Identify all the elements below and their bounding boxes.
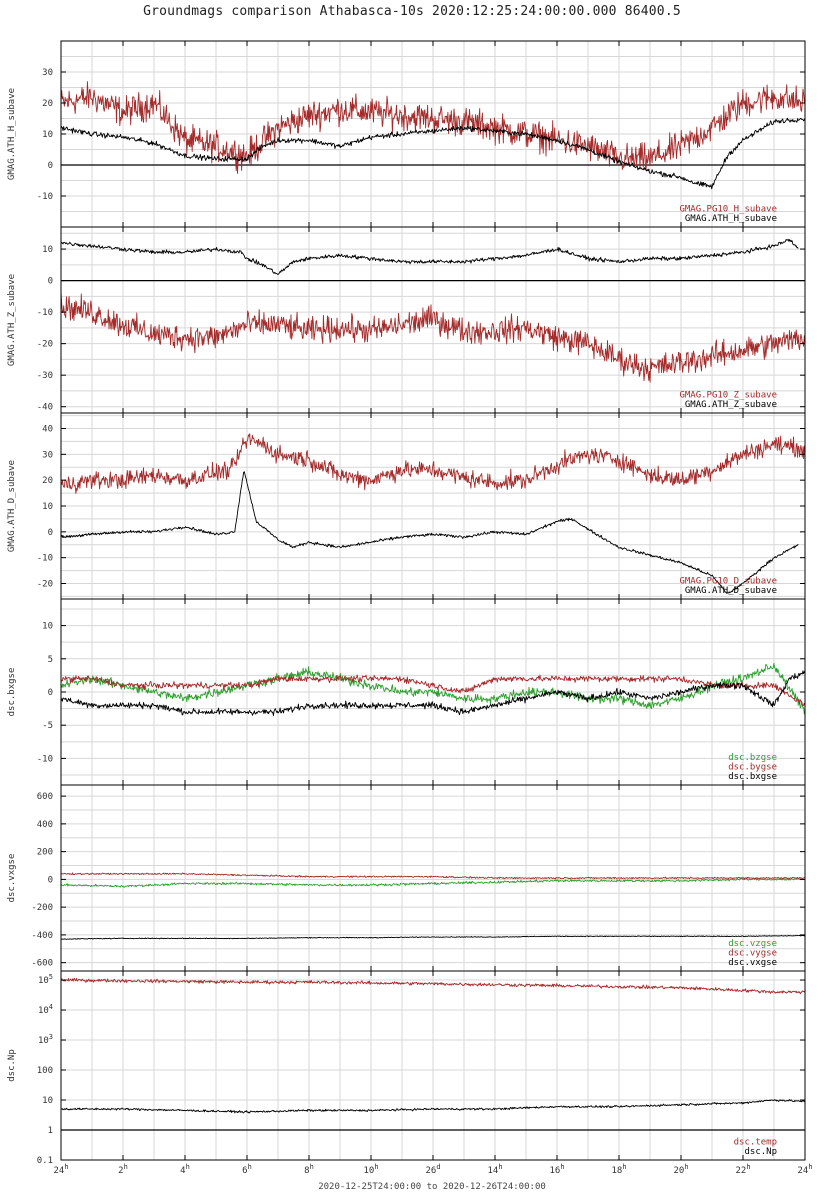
series-gmag-ath-z-subave bbox=[60, 238, 799, 275]
series-dsc-vzgse bbox=[60, 877, 806, 888]
y-tick-label: 20 bbox=[42, 476, 53, 486]
x-tick-label: 26d bbox=[425, 1163, 440, 1176]
x-tick-label: 24h bbox=[797, 1163, 812, 1176]
x-tick-label: 4h bbox=[180, 1163, 190, 1176]
y-tick-label: 100 bbox=[37, 1066, 53, 1076]
legend-entry: GMAG.PG10_H_subave bbox=[679, 205, 777, 215]
y-tick-label: -600 bbox=[31, 959, 53, 969]
y-axis-label: GMAG.ATH_D_subave bbox=[7, 460, 17, 552]
y-tick-label: 0 bbox=[48, 688, 53, 698]
panel-5: 600 400 200 0 -200 -400 -600 dsc.vxgse dsc.vzgse… bbox=[7, 784, 806, 972]
y-tick-label: 30 bbox=[42, 68, 53, 78]
y-tick-label: -10 bbox=[37, 754, 53, 764]
x-tick-label: 14h bbox=[487, 1163, 502, 1176]
series-gmag-pg10-h-subave bbox=[60, 81, 806, 174]
y-tick-label: 0 bbox=[48, 875, 53, 885]
y-tick-label: 10 bbox=[42, 502, 53, 512]
panel-2: 100-10-20-30-40GMAG.ATH_Z_subaveGMAG.PG1… bbox=[7, 226, 806, 414]
legend-entry: GMAG.ATH_Z_subave bbox=[685, 400, 777, 410]
y-axis-label: GMAG.ATH_H_subave bbox=[7, 88, 17, 180]
y-tick-label: -20 bbox=[37, 340, 53, 350]
legend-entry: dsc.bzgse bbox=[728, 753, 777, 763]
legend-entry: GMAG.PG10_Z_subave bbox=[679, 391, 777, 401]
y-tick-label: -30 bbox=[37, 371, 53, 381]
y-tick-label: 0 bbox=[48, 161, 53, 171]
legend-entry: GMAG.ATH_D_subave bbox=[685, 586, 777, 596]
x-tick-label: 10h bbox=[363, 1163, 378, 1176]
x-tick-label: 6h bbox=[242, 1163, 252, 1176]
legend-entry: dsc.Np bbox=[744, 1147, 777, 1157]
series-dsc-bxgse bbox=[60, 670, 806, 716]
series-dsc-bzgse bbox=[60, 662, 806, 715]
y-tick-label: 5 bbox=[48, 655, 53, 665]
series-dsc-vxgse bbox=[61, 934, 806, 940]
x-tick-label: 20h bbox=[673, 1163, 688, 1176]
y-axis-label: dsc.bxgse bbox=[7, 668, 17, 717]
y-tick-label: 10 bbox=[42, 1096, 53, 1106]
series-dsc-vygse bbox=[60, 872, 806, 880]
y-tick-label: 105 bbox=[38, 973, 53, 986]
legend-entry: dsc.vygse bbox=[728, 949, 777, 959]
y-tick-label: -40 bbox=[37, 403, 53, 413]
series-dsc-np bbox=[60, 1099, 806, 1114]
series-dsc-temp bbox=[60, 977, 806, 995]
y-tick-label: 1 bbox=[48, 1126, 53, 1136]
y-tick-label: -200 bbox=[31, 903, 53, 913]
y-tick-label: 200 bbox=[37, 848, 53, 858]
series-dsc-bygse bbox=[60, 674, 806, 707]
series-gmag-ath-d-subave bbox=[60, 471, 799, 594]
x-tick-label: 2h bbox=[118, 1163, 128, 1176]
y-tick-label: -10 bbox=[37, 192, 53, 202]
legend-entry: dsc.temp bbox=[734, 1138, 777, 1148]
y-tick-label: 10 bbox=[42, 245, 53, 255]
legend-entry: GMAG.PG10_D_subave bbox=[679, 577, 777, 587]
x-tick-label: 22h bbox=[735, 1163, 750, 1176]
legend-entry: dsc.vxgse bbox=[728, 958, 777, 968]
y-tick-label: -20 bbox=[37, 580, 53, 590]
y-tick-label: 10 bbox=[42, 130, 53, 140]
y-axis-label: dsc.vxgse bbox=[7, 854, 17, 903]
series-gmag-pg10-d-subave bbox=[60, 433, 806, 494]
legend-entry: dsc.bxgse bbox=[728, 772, 777, 782]
legend-entry: dsc.bygse bbox=[728, 763, 777, 773]
y-tick-label: -10 bbox=[37, 308, 53, 318]
y-tick-label: 0 bbox=[48, 277, 53, 287]
x-axis-range-label: 2020-12-25T24:00:00 to 2020-12-26T24:00:… bbox=[318, 1182, 546, 1192]
y-tick-label: -10 bbox=[37, 554, 53, 564]
y-tick-label: 30 bbox=[42, 450, 53, 460]
x-tick-label: 16h bbox=[549, 1163, 564, 1176]
y-tick-label: 104 bbox=[38, 1003, 53, 1016]
y-tick-label: 40 bbox=[42, 425, 53, 435]
y-tick-label: 0 bbox=[48, 528, 53, 538]
legend-entry: GMAG.ATH_H_subave bbox=[685, 214, 777, 224]
y-tick-label: -400 bbox=[31, 931, 53, 941]
legend-entry: dsc.vzgse bbox=[728, 939, 777, 949]
x-tick-label: 24h bbox=[53, 1163, 68, 1176]
panel-3: 403020100-10-20GMAG.ATH_D_subaveGMAG.PG1… bbox=[7, 412, 806, 600]
y-tick-label: 600 bbox=[37, 792, 53, 802]
y-tick-label: -5 bbox=[42, 721, 53, 731]
y-axis-label: dsc.Np bbox=[7, 1049, 17, 1082]
y-tick-label: 10 bbox=[42, 622, 53, 632]
x-tick-label: 18h bbox=[611, 1163, 626, 1176]
series-gmag-ath-h-subave bbox=[60, 117, 806, 190]
y-tick-label: 400 bbox=[37, 820, 53, 830]
y-tick-label: 0.1 bbox=[37, 1156, 53, 1166]
x-tick-label: 8h bbox=[304, 1163, 314, 1176]
panel-4: 1050-5-10dsc.bxgsedsc.bzgsedsc.bygsedsc.… bbox=[7, 598, 806, 786]
series-gmag-pg10-z-subave bbox=[60, 291, 806, 383]
y-tick-label: 20 bbox=[42, 99, 53, 109]
y-tick-label: 103 bbox=[38, 1033, 53, 1046]
page-title: Groundmags comparison Athabasca-10s 2020… bbox=[143, 4, 681, 19]
y-axis-label: GMAG.ATH_Z_subave bbox=[7, 274, 17, 366]
panel-1: 3020100-10GMAG.ATH_H_subaveGMAG.PG10_H_s… bbox=[7, 40, 806, 228]
